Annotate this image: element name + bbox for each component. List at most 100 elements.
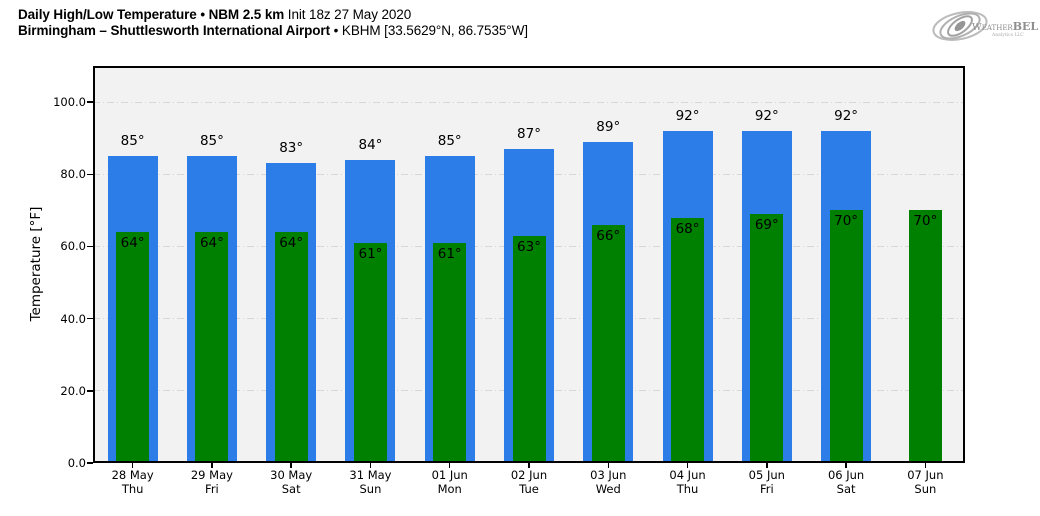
low-bar bbox=[671, 217, 705, 463]
x-tick-date: 06 Jun bbox=[827, 468, 865, 482]
x-tick-label: 06 Jun Sat bbox=[806, 468, 886, 496]
station-id-coords: • KBHM [33.5629°N, 86.7535°W] bbox=[333, 23, 528, 38]
y-tick-mark bbox=[87, 462, 93, 464]
high-value-label: 84° bbox=[358, 136, 383, 153]
x-tick-label: 30 May Sat bbox=[251, 468, 331, 496]
high-value-label: 92° bbox=[834, 107, 859, 124]
high-value-label: 83° bbox=[279, 140, 304, 157]
y-tick-label: 100.0 bbox=[53, 95, 86, 110]
low-bar bbox=[353, 242, 387, 463]
y-tick-mark bbox=[87, 101, 93, 103]
x-tick-weekday: Thu bbox=[676, 482, 699, 496]
x-tick-date: 03 Jun bbox=[590, 468, 627, 482]
x-tick-mark bbox=[290, 463, 292, 468]
low-bar bbox=[195, 232, 229, 463]
x-tick-date: 31 May bbox=[349, 468, 392, 482]
y-axis-title: Temperature [°F] bbox=[28, 206, 44, 322]
y-tick-mark bbox=[87, 245, 93, 248]
low-value-label: 69° bbox=[754, 216, 779, 233]
x-tick-weekday: Thu bbox=[121, 482, 144, 496]
y-tick-mark bbox=[87, 173, 93, 176]
weatherbell-logo: WeatherBELL Analytics LLC bbox=[932, 11, 1038, 41]
y-tick-label: 40.0 bbox=[60, 311, 86, 326]
low-bar bbox=[829, 210, 863, 463]
gridline bbox=[93, 101, 965, 103]
low-bar bbox=[116, 232, 150, 463]
x-tick-weekday: Wed bbox=[595, 482, 621, 496]
low-value-label: 61° bbox=[358, 245, 383, 262]
x-tick-mark bbox=[131, 463, 134, 468]
svg-text:WeatherBELL: WeatherBELL bbox=[972, 20, 1038, 33]
low-value-label: 68° bbox=[675, 220, 700, 237]
low-bar bbox=[750, 213, 784, 463]
hurricane-swirl-icon bbox=[932, 11, 988, 41]
low-value-label: 70° bbox=[913, 213, 938, 230]
logo-subtext: Analytics LLC bbox=[991, 32, 1024, 38]
x-tick-mark bbox=[924, 463, 927, 468]
x-tick-date: 02 Jun bbox=[510, 468, 548, 482]
low-bar bbox=[908, 210, 942, 463]
chart-header: Daily High/Low Temperature • NBM 2.5 km … bbox=[18, 7, 528, 39]
low-value-label: 63° bbox=[517, 238, 541, 255]
x-tick-label: 28 May Thu bbox=[93, 468, 173, 496]
x-tick-mark bbox=[607, 463, 610, 468]
x-tick-label: 07 Jun Sun bbox=[885, 468, 965, 496]
x-tick-weekday: Sat bbox=[281, 482, 301, 496]
low-value-label: 64° bbox=[279, 235, 304, 252]
high-value-label: 87° bbox=[517, 126, 541, 142]
x-tick-weekday: Sun bbox=[359, 482, 382, 496]
low-bar bbox=[274, 232, 308, 463]
x-tick-mark bbox=[528, 463, 530, 468]
x-tick-mark bbox=[845, 463, 847, 468]
y-tick-mark bbox=[87, 390, 93, 392]
low-value-label: 64° bbox=[120, 235, 145, 252]
x-tick-label: 02 Jun Tue bbox=[489, 468, 569, 496]
high-value-label: 89° bbox=[596, 118, 621, 135]
x-tick-label: 31 May Sun bbox=[330, 468, 410, 496]
plot-area: 85° 64° 85° 64° 83° 64° 84° 61° 85° 61° 87° 63° 89° 6… bbox=[93, 66, 965, 463]
y-tick-label: 0.0 bbox=[67, 456, 86, 470]
x-tick-date: 05 Jun bbox=[748, 468, 785, 482]
x-tick-date: 30 May bbox=[270, 468, 313, 482]
logo-text-bell: BELL bbox=[1013, 20, 1038, 33]
x-tick-date: 01 Jun bbox=[431, 468, 468, 482]
x-tick-weekday: Sun bbox=[914, 482, 937, 496]
x-tick-date: 29 May bbox=[190, 468, 233, 482]
y-tick-mark bbox=[87, 317, 93, 320]
chart-title: Daily High/Low Temperature • NBM 2.5 km bbox=[18, 7, 285, 22]
x-tick-label: 03 Jun Wed bbox=[568, 468, 648, 496]
high-value-label: 85° bbox=[120, 133, 145, 150]
logo-text-weather: Weather bbox=[972, 22, 1013, 33]
high-value-label: 92° bbox=[754, 107, 779, 124]
low-value-label: 66° bbox=[596, 227, 621, 244]
x-tick-mark bbox=[686, 463, 689, 468]
x-tick-weekday: Fri bbox=[759, 482, 774, 496]
low-bar bbox=[512, 235, 546, 463]
chart-subtitle-line: Birmingham – Shuttlesworth International… bbox=[18, 23, 528, 39]
y-tick-label: 80.0 bbox=[60, 167, 86, 182]
low-bar bbox=[591, 224, 625, 463]
x-tick-label: 04 Jun Thu bbox=[648, 468, 728, 496]
x-tick-mark bbox=[448, 463, 451, 468]
x-tick-date: 07 Jun bbox=[907, 468, 944, 482]
x-tick-weekday: Fri bbox=[205, 482, 219, 496]
high-value-label: 85° bbox=[437, 133, 462, 150]
x-tick-label: 01 Jun Mon bbox=[410, 468, 490, 496]
low-bar bbox=[433, 242, 467, 463]
high-value-label: 92° bbox=[675, 107, 700, 124]
y-tick-label: 60.0 bbox=[60, 239, 86, 254]
high-value-label: 85° bbox=[199, 133, 224, 150]
x-tick-weekday: Mon bbox=[437, 482, 462, 496]
station-name: Birmingham – Shuttlesworth International… bbox=[18, 23, 330, 38]
x-tick-label: 05 Jun Fri bbox=[727, 468, 807, 496]
x-tick-weekday: Tue bbox=[519, 482, 539, 496]
x-tick-mark bbox=[766, 463, 768, 468]
chart-init-info: Init 18z 27 May 2020 bbox=[287, 7, 412, 22]
x-tick-mark bbox=[211, 463, 213, 468]
x-tick-weekday: Sat bbox=[836, 482, 856, 496]
x-tick-date: 28 May bbox=[111, 468, 154, 482]
low-value-label: 70° bbox=[834, 213, 859, 230]
low-value-label: 64° bbox=[199, 235, 224, 252]
y-tick-label: 20.0 bbox=[60, 383, 86, 398]
